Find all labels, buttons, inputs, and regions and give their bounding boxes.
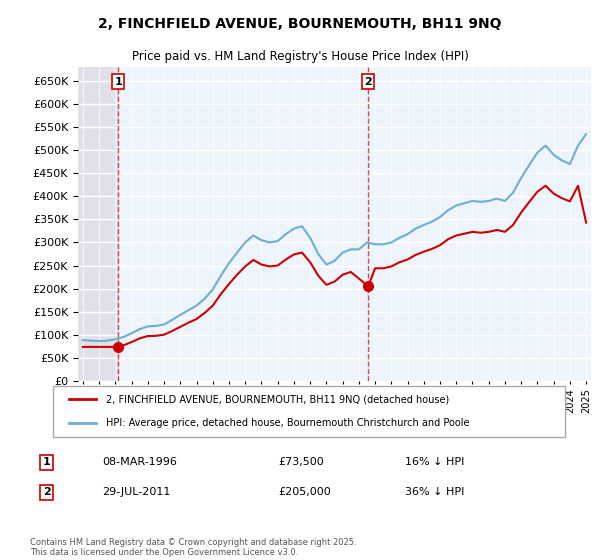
Text: 16% ↓ HPI: 16% ↓ HPI (406, 458, 465, 468)
Text: 29-JUL-2011: 29-JUL-2011 (102, 487, 170, 497)
Bar (75, 67, 118, 381)
Text: Price paid vs. HM Land Registry's House Price Index (HPI): Price paid vs. HM Land Registry's House … (131, 50, 469, 63)
Text: 1: 1 (115, 77, 122, 87)
Text: 2: 2 (364, 77, 372, 87)
Bar (75, 67, 118, 381)
FancyBboxPatch shape (53, 386, 565, 437)
Text: 2: 2 (43, 487, 50, 497)
Text: HPI: Average price, detached house, Bournemouth Christchurch and Poole: HPI: Average price, detached house, Bour… (106, 418, 470, 428)
Text: £73,500: £73,500 (278, 458, 324, 468)
Text: 08-MAR-1996: 08-MAR-1996 (102, 458, 176, 468)
Text: £205,000: £205,000 (278, 487, 331, 497)
Text: 2, FINCHFIELD AVENUE, BOURNEMOUTH, BH11 9NQ (detached house): 2, FINCHFIELD AVENUE, BOURNEMOUTH, BH11 … (106, 394, 449, 404)
Text: Contains HM Land Registry data © Crown copyright and database right 2025.
This d: Contains HM Land Registry data © Crown c… (30, 538, 356, 557)
Text: 2, FINCHFIELD AVENUE, BOURNEMOUTH, BH11 9NQ: 2, FINCHFIELD AVENUE, BOURNEMOUTH, BH11 … (98, 17, 502, 31)
Text: 36% ↓ HPI: 36% ↓ HPI (406, 487, 465, 497)
Text: 1: 1 (43, 458, 50, 468)
